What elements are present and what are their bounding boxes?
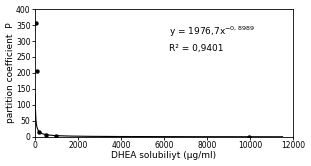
Point bbox=[247, 135, 252, 138]
Y-axis label: partition coefficient  P: partition coefficient P bbox=[6, 23, 15, 123]
Point bbox=[54, 135, 59, 138]
Point bbox=[37, 131, 42, 133]
Point bbox=[33, 22, 38, 24]
X-axis label: DHEA solubiliyt (μg/ml): DHEA solubiliyt (μg/ml) bbox=[112, 151, 217, 161]
Point bbox=[43, 134, 48, 137]
Text: R² = 0,9401: R² = 0,9401 bbox=[169, 43, 224, 53]
Point bbox=[35, 70, 39, 73]
Text: y = 1976,7x$^{-0,8989}$: y = 1976,7x$^{-0,8989}$ bbox=[169, 24, 255, 39]
